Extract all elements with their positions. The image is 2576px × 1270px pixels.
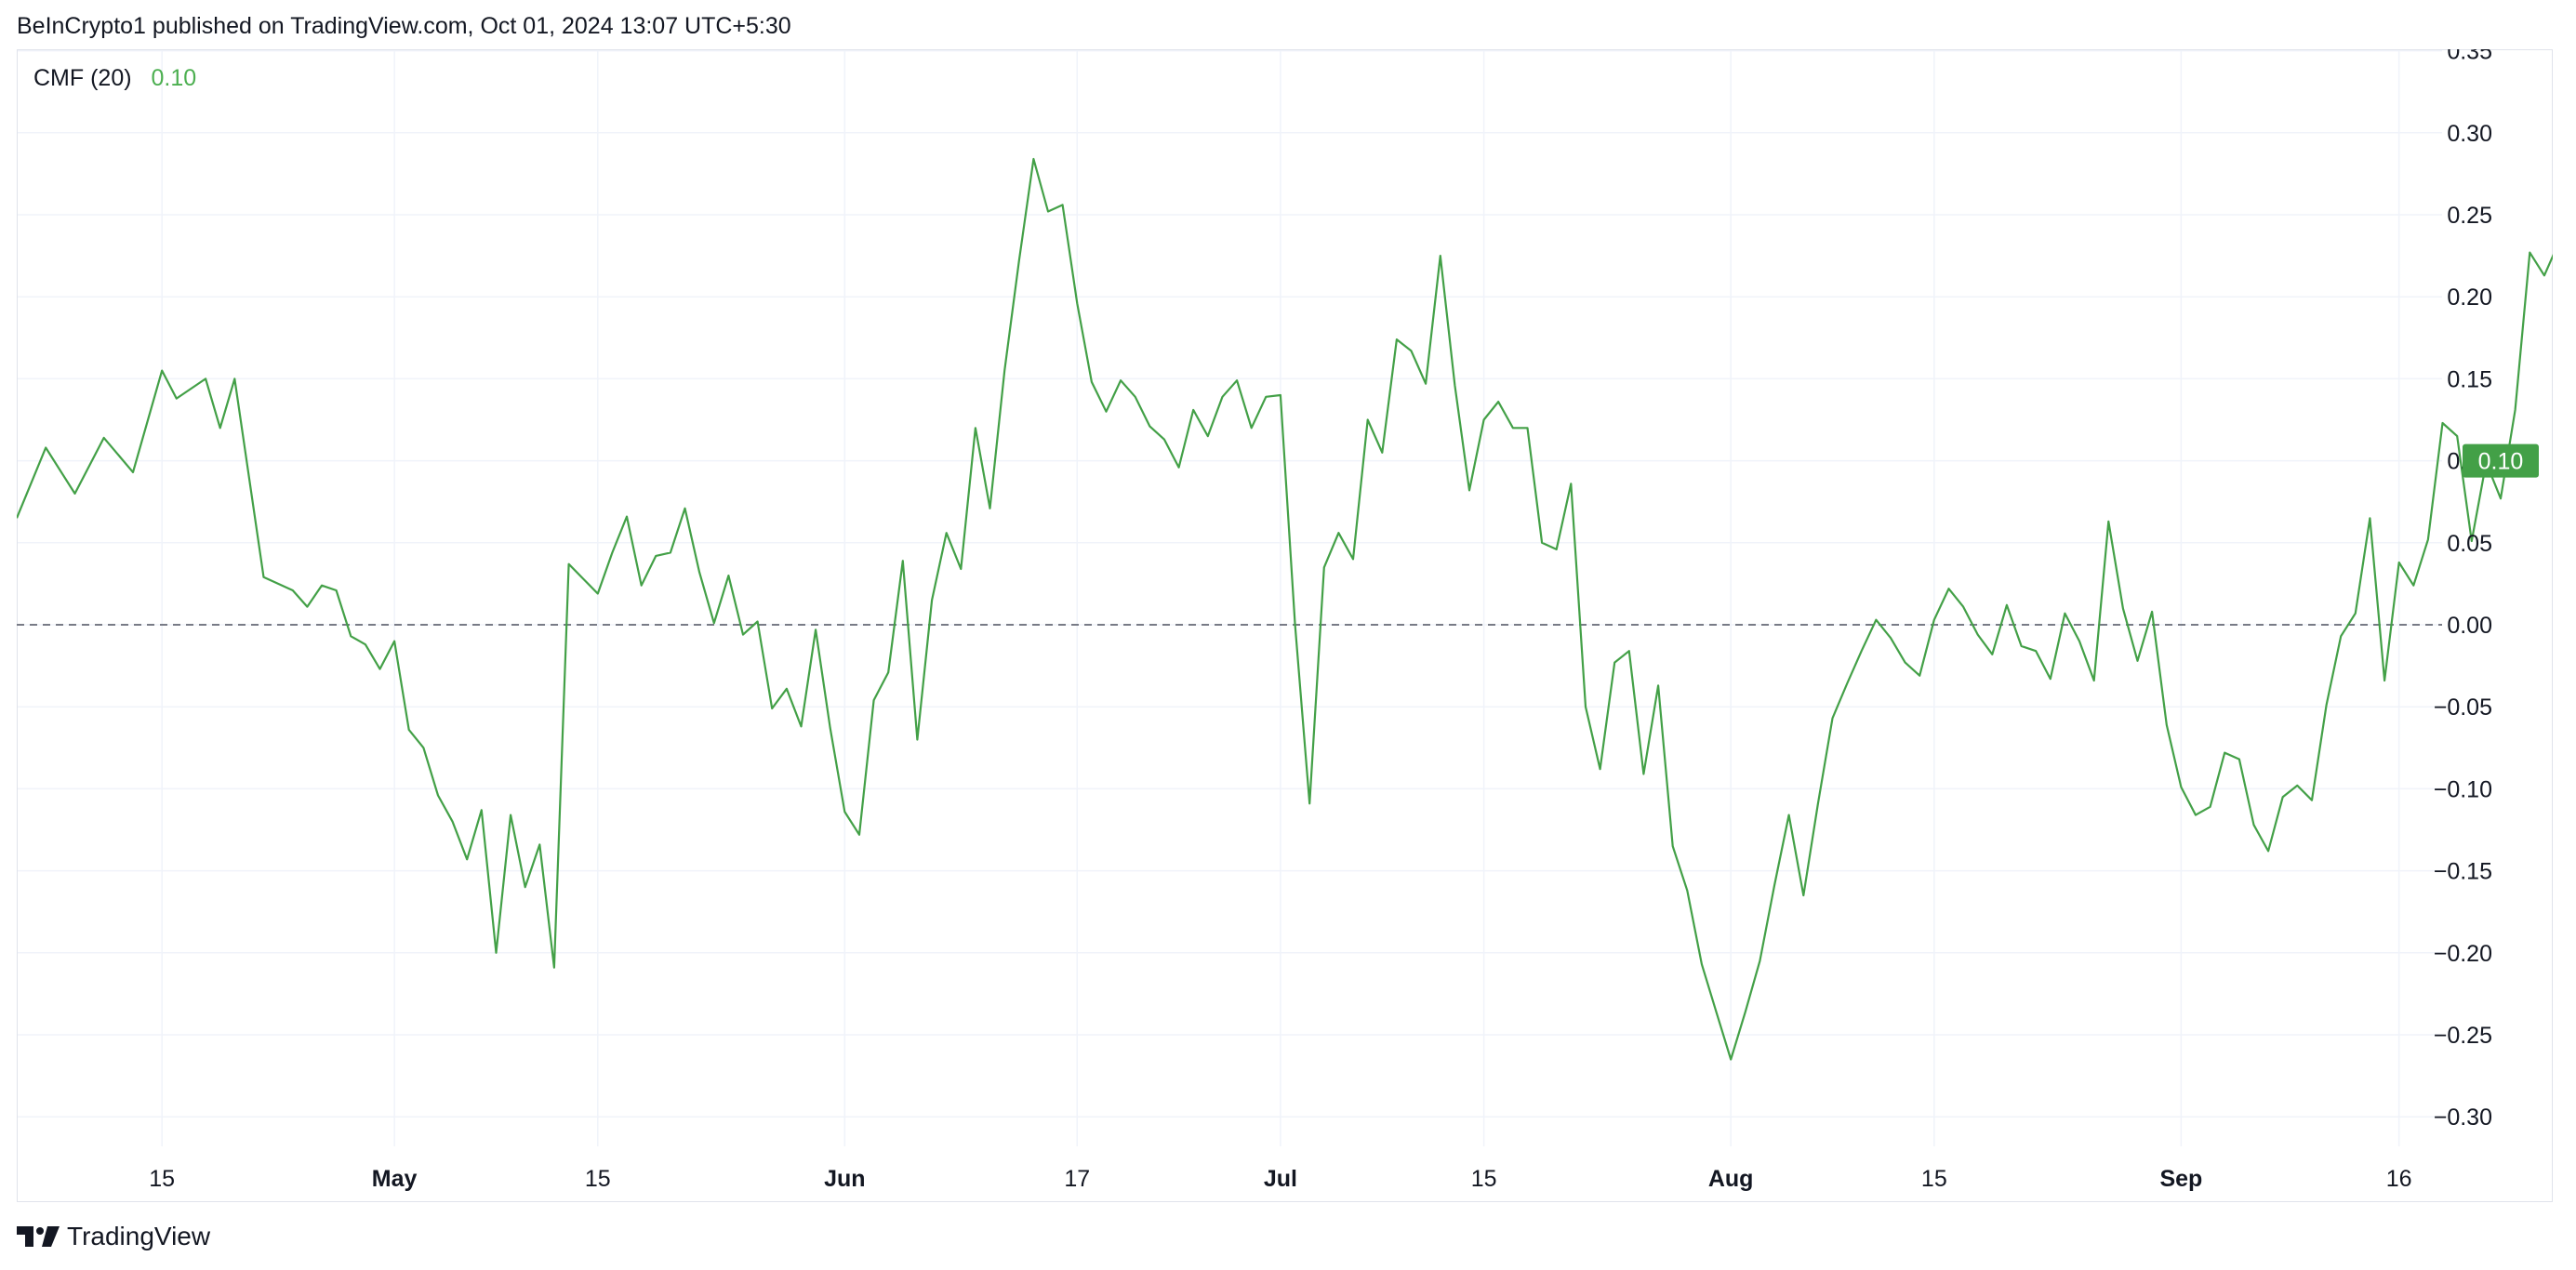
tradingview-logo-icon (17, 1226, 60, 1247)
x-tick-label: Jul (1264, 1166, 1297, 1192)
y-tick-label: 0.00 (2447, 613, 2492, 639)
y-axis: 0.350.300.250.200.150.100.050.00−0.05−0.… (2434, 49, 2492, 1131)
last-value-badge-text: 0.10 (2478, 449, 2524, 475)
y-tick-label: −0.10 (2434, 776, 2492, 802)
y-tick-label: −0.15 (2434, 859, 2492, 885)
grid-layer (17, 49, 2442, 1146)
tradingview-brand-name: TradingView (67, 1222, 211, 1250)
publication-header: BeInCrypto1 published on TradingView.com… (17, 13, 791, 39)
y-tick-label: 0.30 (2447, 121, 2492, 147)
x-tick-label: 15 (585, 1166, 611, 1192)
y-tick-label: 0.35 (2447, 49, 2492, 65)
y-tick-label: −0.30 (2434, 1105, 2492, 1131)
x-axis: 15May15Jun17Jul15Aug15Sep16Oct (149, 1166, 2412, 1192)
y-tick-label: 0.15 (2447, 366, 2492, 392)
x-tick-label: Jun (824, 1166, 865, 1192)
x-tick-label: 17 (1064, 1166, 1090, 1192)
x-tick-label: 15 (1471, 1166, 1497, 1192)
y-tick-label: 0.20 (2447, 284, 2492, 311)
last-value-badge: 0.10 (2463, 443, 2539, 478)
y-tick-label: −0.25 (2434, 1023, 2492, 1049)
y-tick-label: 0.25 (2447, 203, 2492, 229)
x-tick-label: 15 (1921, 1166, 1947, 1192)
x-tick-label: 16 (2386, 1166, 2412, 1192)
indicator-name: CMF (20) (33, 65, 132, 91)
y-tick-label: 0.05 (2447, 531, 2492, 557)
footer-branding[interactable]: TradingView (17, 1222, 210, 1251)
indicator-value: 0.10 (151, 65, 197, 91)
x-tick-label: 15 (149, 1166, 175, 1192)
last-value-badge-bg (2463, 443, 2539, 478)
y-tick-label: −0.05 (2434, 695, 2492, 721)
indicator-legend[interactable]: CMF (20) 0.10 (33, 65, 196, 92)
cmf-chart[interactable]: 0.35 0.30 0.25 0.20 0.15 0.10 0.05 0.00 −0.05 −0.… (17, 49, 2553, 1202)
cmf-series-line (17, 157, 2553, 1061)
x-tick-label: May (372, 1166, 418, 1192)
x-tick-label: Aug (1708, 1166, 1754, 1192)
y-tick-label: −0.20 (2434, 941, 2492, 967)
x-tick-label: Sep (2159, 1166, 2202, 1192)
chart-frame[interactable]: 0.35 0.30 0.25 0.20 0.15 0.10 0.05 0.00 −0.05 −0.… (17, 49, 2553, 1202)
